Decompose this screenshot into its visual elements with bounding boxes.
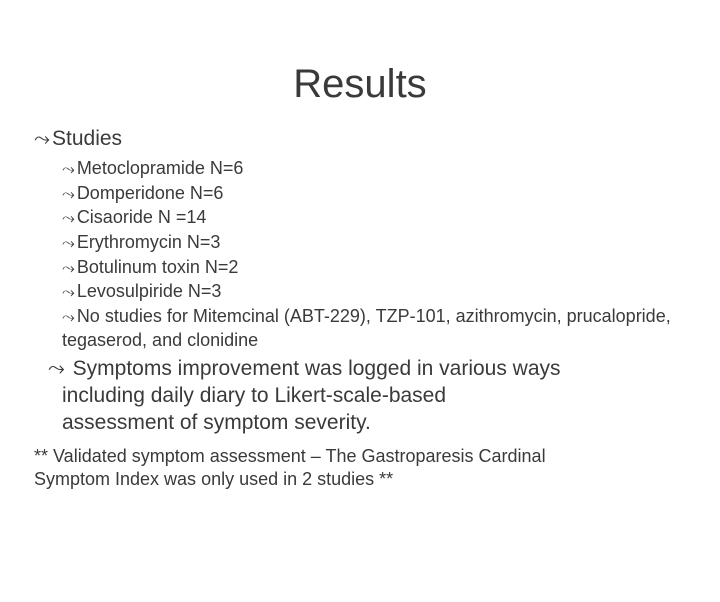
study-text: Metoclopramide N=6 xyxy=(77,158,244,178)
bullet-icon: ⤳ xyxy=(62,258,75,280)
study-item: ⤳Levosulpiride N=3 xyxy=(62,279,686,304)
study-text: No studies for Mitemcinal (ABT-229), TZP… xyxy=(62,306,671,351)
footnote-line: Symptom Index was only used in 2 studies… xyxy=(34,468,686,491)
bullet-icon: ⤳ xyxy=(62,307,75,329)
symptoms-paragraph: ⤳ Symptoms improvement was logged in var… xyxy=(34,355,686,437)
study-item: ⤳Domperidone N=6 xyxy=(62,181,686,206)
bullet-icon: ⤳ xyxy=(48,355,65,382)
symptoms-text: Symptoms improvement was logged in vario… xyxy=(73,357,561,380)
studies-heading: ⤳Studies xyxy=(34,125,686,152)
bullet-icon: ⤳ xyxy=(34,126,50,152)
bullet-icon: ⤳ xyxy=(62,159,75,181)
bullet-icon: ⤳ xyxy=(62,184,75,206)
bullet-icon: ⤳ xyxy=(62,233,75,255)
symptoms-text: including daily diary to Likert-scale-ba… xyxy=(62,382,686,409)
bullet-icon: ⤳ xyxy=(62,282,75,304)
slide-content: ⤳Studies ⤳Metoclopramide N=6 ⤳Domperidon… xyxy=(0,125,720,491)
slide-title: Results xyxy=(0,62,720,107)
study-text: Levosulpiride N=3 xyxy=(77,281,222,301)
study-item: ⤳Metoclopramide N=6 xyxy=(62,156,686,181)
study-item: ⤳Erythromycin N=3 xyxy=(62,230,686,255)
footnote: ** Validated symptom assessment – The Ga… xyxy=(34,445,686,492)
study-text: Botulinum toxin N=2 xyxy=(77,257,239,277)
study-text: Cisaoride N =14 xyxy=(77,207,207,227)
study-text: Domperidone N=6 xyxy=(77,183,224,203)
study-item: ⤳No studies for Mitemcinal (ABT-229), TZ… xyxy=(62,304,686,353)
bullet-icon: ⤳ xyxy=(62,208,75,230)
symptoms-text: assessment of symptom severity. xyxy=(62,409,686,436)
footnote-line: ** Validated symptom assessment – The Ga… xyxy=(34,445,686,468)
study-item: ⤳Botulinum toxin N=2 xyxy=(62,255,686,280)
study-item: ⤳Cisaoride N =14 xyxy=(62,205,686,230)
heading-text: Studies xyxy=(52,127,122,150)
study-text: Erythromycin N=3 xyxy=(77,232,221,252)
